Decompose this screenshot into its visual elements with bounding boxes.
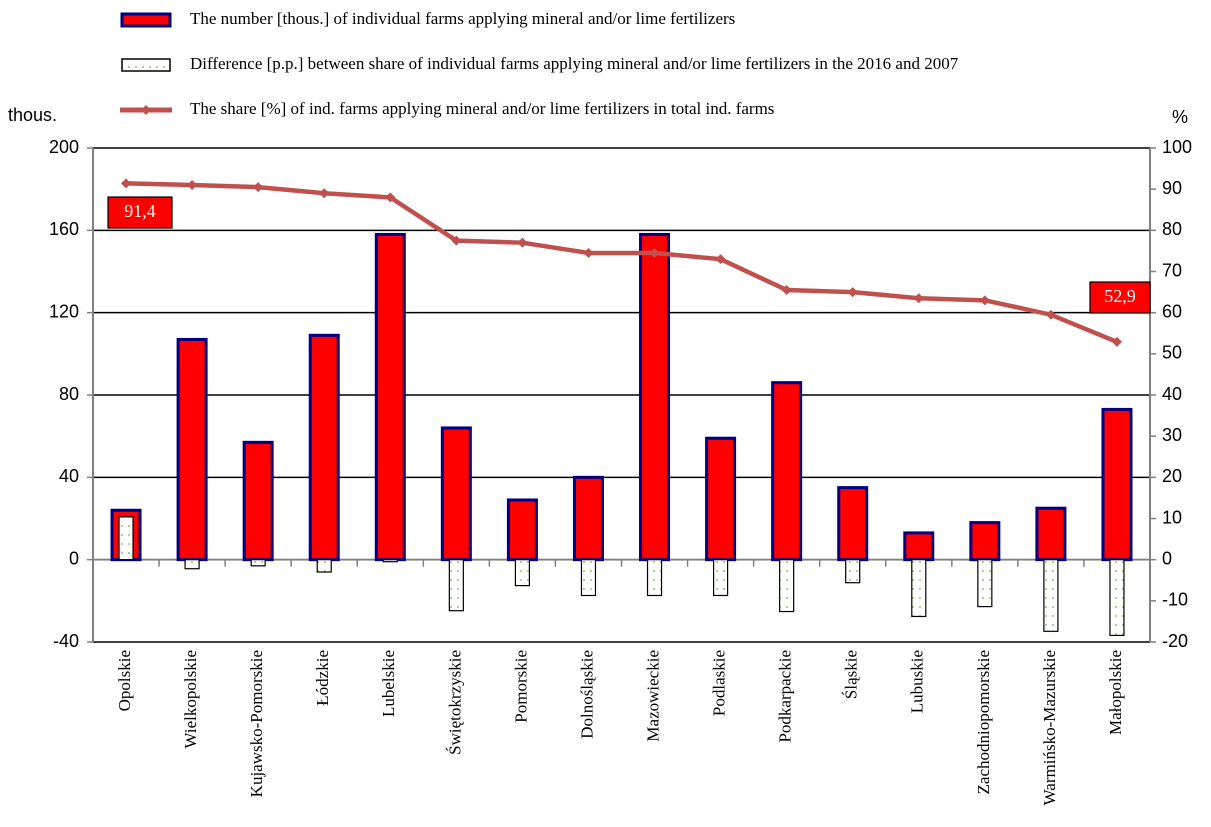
y2-tick-label: 40 — [1162, 384, 1182, 404]
difference-bar — [845, 559, 861, 584]
bar — [440, 426, 472, 562]
difference-bar — [911, 559, 927, 618]
x-tick-label: Opolskie — [115, 650, 134, 711]
bar — [1035, 506, 1067, 562]
bar — [242, 440, 274, 562]
x-tick-label: Dolnośląskie — [577, 650, 596, 739]
x-tick-label: Śląskie — [842, 650, 861, 699]
x-tick-label: Pomorskie — [511, 650, 530, 723]
y2-tick-label: 30 — [1162, 425, 1182, 445]
bar — [1101, 407, 1133, 562]
difference-bar — [514, 559, 531, 587]
y2-axis-label: % — [1172, 107, 1188, 127]
y2-tick-label: -20 — [1162, 631, 1188, 651]
y-tick-label: -40 — [53, 631, 79, 651]
line-marker — [847, 287, 858, 298]
bar — [176, 337, 208, 562]
bar — [771, 381, 803, 562]
y2-tick-label: 90 — [1162, 178, 1182, 198]
line-marker — [913, 293, 924, 304]
bar — [639, 232, 671, 562]
difference-bar — [779, 559, 795, 613]
bar — [903, 531, 935, 562]
x-tick-label: Małopolskie — [1106, 650, 1125, 735]
x-tick-label: Kujawsko-Pomorskie — [247, 650, 266, 797]
x-tick-label: Świętokrzyskie — [445, 650, 464, 755]
x-tick-label: Lubuskie — [908, 650, 927, 713]
line-marker — [187, 180, 198, 191]
line-marker — [715, 254, 726, 265]
legend-label: Difference [p.p.] between share of indiv… — [190, 54, 959, 73]
y2-tick-label: 20 — [1162, 466, 1182, 486]
legend-swatch — [120, 12, 172, 28]
legend-label: The share [%] of ind. farms applying min… — [190, 99, 774, 118]
x-tick-label: Podlaskie — [710, 650, 729, 716]
difference-bar — [646, 559, 663, 597]
line — [125, 181, 1118, 344]
line-marker — [517, 237, 528, 248]
value-label: 91,4 — [124, 201, 156, 221]
line-marker — [319, 188, 330, 199]
bar — [969, 521, 1001, 562]
x-tick-label: Podkarpackie — [776, 650, 795, 743]
y2-tick-label: -10 — [1162, 590, 1188, 610]
difference-bar — [250, 559, 266, 567]
legend-label: The number [thous.] of individual farms … — [190, 9, 735, 28]
y2-tick-label: 80 — [1162, 219, 1182, 239]
line-marker — [121, 178, 132, 189]
x-tick-label: Zachodniopomorskie — [974, 650, 993, 794]
line-marker — [253, 182, 264, 193]
x-tick-label: Warmińsko-Mazurskie — [1040, 650, 1059, 805]
y2-tick-label: 0 — [1162, 548, 1172, 568]
difference-bar — [382, 559, 398, 563]
value-label-box — [1089, 281, 1151, 314]
difference-bar — [118, 516, 134, 561]
difference-bar — [316, 559, 332, 573]
x-tick-label: Mazowieckie — [643, 650, 662, 742]
bar — [705, 436, 737, 562]
y2-tick-label: 50 — [1162, 343, 1182, 363]
y2-tick-label: 60 — [1162, 301, 1182, 321]
difference-bar — [712, 559, 729, 597]
line-marker — [1045, 309, 1056, 320]
y-tick-label: 120 — [49, 301, 79, 321]
line-marker — [1111, 336, 1122, 347]
y2-tick-label: 10 — [1162, 507, 1182, 527]
y-tick-label: 160 — [49, 219, 79, 239]
difference-bar — [184, 559, 200, 570]
line-marker — [649, 247, 660, 258]
legend-swatch — [141, 105, 151, 115]
legend-swatch — [121, 58, 171, 72]
line-marker — [583, 247, 594, 258]
difference-bar — [977, 559, 993, 608]
x-tick-label: Łódzkie — [313, 650, 332, 706]
difference-bar — [580, 559, 597, 597]
line-marker — [451, 235, 462, 246]
line-marker — [781, 285, 792, 296]
y-tick-label: 80 — [59, 384, 79, 404]
line-marker — [385, 192, 396, 203]
bar — [837, 486, 869, 562]
y-tick-label: 0 — [69, 548, 79, 568]
bar — [572, 475, 604, 562]
x-tick-label: Lubelskie — [379, 650, 398, 717]
difference-bar — [1109, 559, 1125, 637]
y2-tick-label: 70 — [1162, 260, 1182, 280]
y-axis-label: thous. — [8, 105, 57, 125]
y-tick-label: 200 — [49, 137, 79, 157]
difference-bar — [448, 559, 464, 612]
line-marker — [979, 295, 990, 306]
difference-bar — [1043, 559, 1059, 632]
y-tick-label: 40 — [59, 466, 79, 486]
x-tick-label: Wielkopolskie — [181, 650, 200, 748]
value-label: 52,9 — [1104, 286, 1136, 306]
bar — [506, 498, 538, 562]
y2-tick-label: 100 — [1162, 137, 1192, 157]
bar — [308, 333, 340, 562]
bar — [374, 232, 406, 562]
value-label-box — [107, 196, 173, 229]
